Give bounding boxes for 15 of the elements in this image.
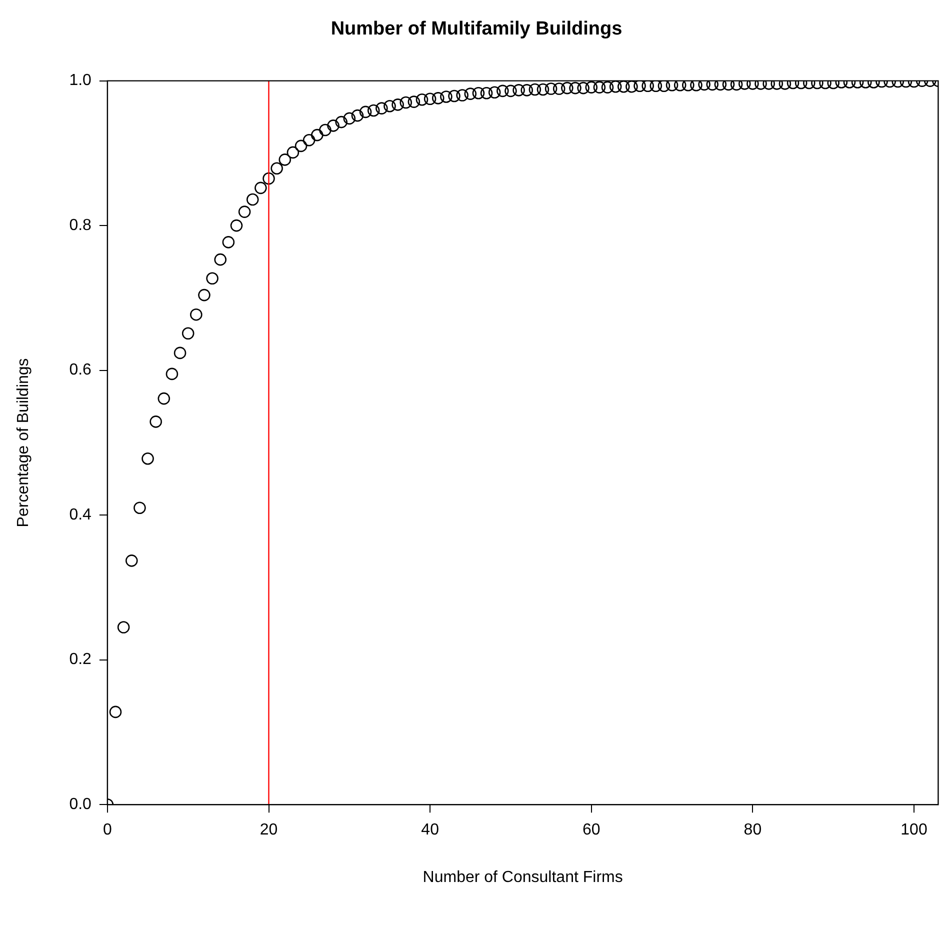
chart-title: Number of Multifamily Buildings <box>330 18 622 40</box>
y-tick-label: 1.0 <box>69 72 92 90</box>
x-tick-label: 20 <box>260 822 278 839</box>
y-tick-label: 0.2 <box>69 651 92 668</box>
x-axis-title: Number of Consultant Firms <box>422 868 623 886</box>
x-tick-label: 40 <box>421 822 440 839</box>
y-tick-label: 0.6 <box>69 362 92 379</box>
x-tick-label: 80 <box>744 822 762 839</box>
x-tick-label: 100 <box>900 822 928 839</box>
y-tick-label: 0.8 <box>69 216 92 234</box>
y-axis-title: Percentage of Buildings <box>15 358 32 528</box>
x-tick-label: 0 <box>102 822 112 839</box>
y-tick-label: 0.4 <box>69 506 92 524</box>
y-tick-label: 0.0 <box>69 796 92 814</box>
x-tick-label: 60 <box>582 822 600 839</box>
